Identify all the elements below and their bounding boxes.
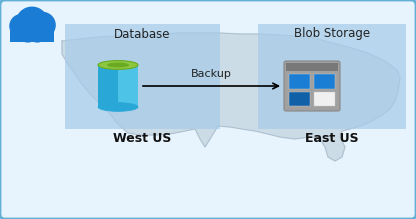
FancyBboxPatch shape (284, 61, 340, 111)
Circle shape (18, 23, 37, 42)
Polygon shape (62, 33, 400, 161)
Circle shape (10, 15, 33, 38)
Bar (314, 74, 335, 88)
Bar (65, 24, 220, 129)
Text: West US: West US (113, 132, 172, 145)
FancyBboxPatch shape (98, 65, 118, 107)
Bar (10, 31, 54, 42)
Circle shape (16, 7, 48, 39)
Ellipse shape (98, 61, 138, 69)
Bar (314, 92, 335, 106)
Ellipse shape (98, 102, 138, 111)
Text: Database: Database (114, 28, 171, 41)
Bar (289, 74, 310, 88)
Text: Blob Storage: Blob Storage (294, 28, 370, 41)
Bar (289, 92, 310, 106)
Bar (258, 24, 406, 129)
FancyBboxPatch shape (118, 65, 138, 107)
Circle shape (30, 12, 55, 38)
Text: East US: East US (305, 132, 359, 145)
Text: Backup: Backup (191, 69, 232, 79)
Circle shape (28, 23, 47, 42)
Bar (286, 63, 338, 71)
Ellipse shape (107, 63, 129, 67)
Ellipse shape (98, 61, 138, 69)
